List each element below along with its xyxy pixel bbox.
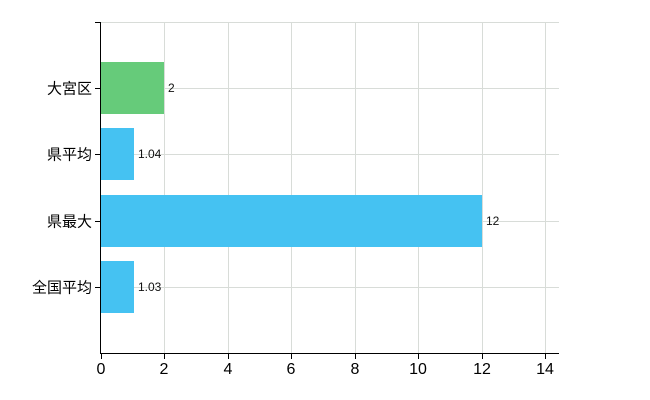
- x-tick-label-14: 14: [536, 361, 554, 378]
- x-tick-label-2: 2: [159, 361, 169, 378]
- category-label-2: 県最大: [46, 213, 92, 231]
- y-tick-1: [95, 154, 101, 155]
- x-tick-label-0: 0: [96, 361, 106, 378]
- gridline-x-4: [228, 22, 229, 353]
- x-tick-label-6: 6: [286, 361, 296, 378]
- y-axis-top-tick: [95, 22, 101, 23]
- plot-area: 0 2 4 6 8 10 12 14 大宮区 2 県平均 1.04 県最大 12 全国平均 1.03: [32, 22, 559, 378]
- y-tick-3: [95, 287, 101, 288]
- gridline-x-10: [418, 22, 419, 353]
- x-tick-label-12: 12: [473, 361, 491, 378]
- bar-1: [101, 128, 134, 180]
- gridline-row-0: [101, 88, 559, 89]
- gridline-row-3: [101, 287, 559, 288]
- x-tick-0: [101, 353, 102, 359]
- bar-value-label-3: 1.03: [138, 280, 162, 294]
- x-tick-label-10: 10: [409, 361, 427, 378]
- gridline-row-1: [101, 154, 559, 155]
- x-tick-label-8: 8: [350, 361, 360, 378]
- gridline-x-12: [482, 22, 483, 353]
- bar-3: [101, 261, 134, 313]
- gridline-x-8: [355, 22, 356, 353]
- category-label-1: 県平均: [46, 146, 92, 164]
- gridline-x-6: [291, 22, 292, 353]
- x-tick-2: [164, 353, 165, 359]
- x-tick-12: [482, 353, 483, 359]
- bar-0: [101, 62, 164, 114]
- x-tick-8: [355, 353, 356, 359]
- y-axis-line: [100, 22, 101, 353]
- x-tick-10: [418, 353, 419, 359]
- bar-value-label-2: 12: [486, 214, 500, 228]
- x-tick-6: [291, 353, 292, 359]
- gridline-x-14: [545, 22, 546, 353]
- category-label-3: 全国平均: [31, 279, 92, 297]
- bar-value-label-0: 2: [168, 81, 175, 95]
- x-tick-label-4: 4: [223, 361, 233, 378]
- gridline-x-2: [164, 22, 165, 353]
- x-tick-14: [545, 353, 546, 359]
- bar-value-label-1: 1.04: [138, 147, 162, 161]
- category-label-0: 大宮区: [46, 80, 92, 98]
- bar-2: [101, 195, 482, 247]
- x-tick-4: [228, 353, 229, 359]
- x-axis-line: [100, 353, 559, 354]
- gridline-top: [101, 22, 559, 23]
- y-tick-2: [95, 221, 101, 222]
- y-tick-0: [95, 88, 101, 89]
